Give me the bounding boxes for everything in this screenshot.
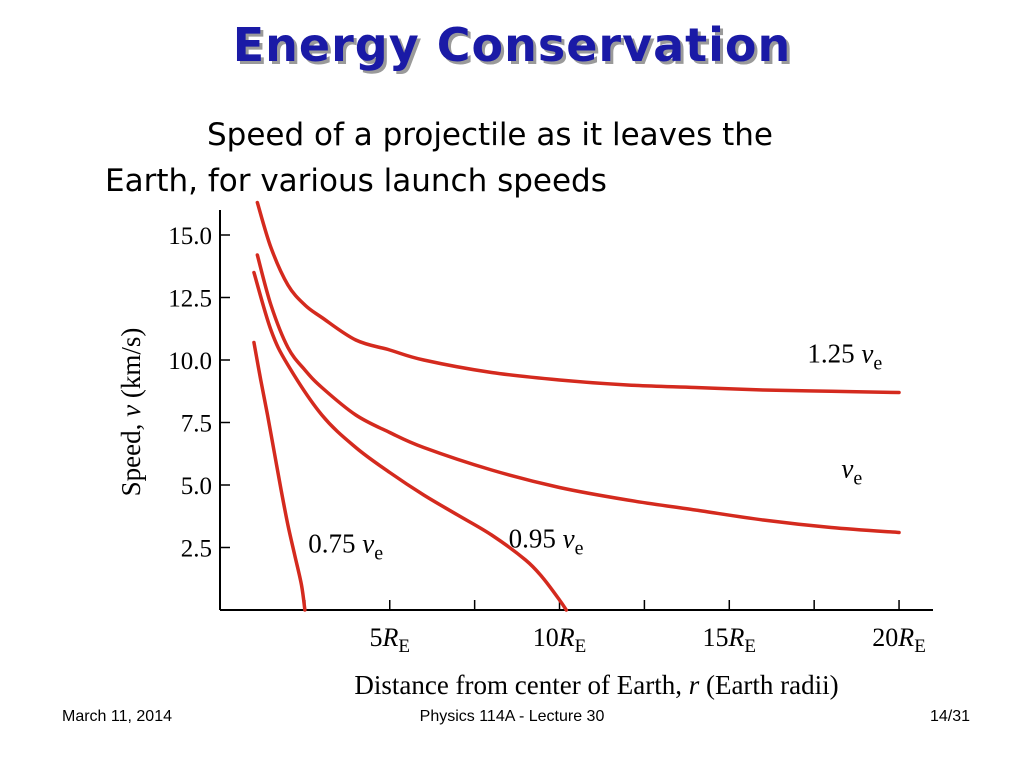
series-line-1: [255, 253, 901, 535]
y-tick-label: 10.0: [168, 348, 212, 375]
series-label-1: ve: [841, 454, 862, 490]
footer-course: Physics 114A - Lecture 30: [419, 708, 605, 725]
y-tick-label: 15.0: [168, 223, 212, 250]
series-label-3: 0.75 ve: [308, 529, 383, 565]
series-line-2: [252, 270, 569, 612]
slide-title: Energy Conservation: [232, 18, 792, 72]
series-line-3: [252, 340, 307, 612]
series-label-2: 0.95 ve: [509, 524, 584, 560]
y-tick-label: 5.0: [181, 473, 212, 500]
footer-date: March 11, 2014: [62, 708, 172, 725]
y-tick-label: 2.5: [181, 536, 212, 563]
x-tick-label: 15RE: [703, 623, 757, 657]
x-tick-label: 10RE: [533, 623, 587, 657]
footer-page-number: 14/31: [929, 708, 970, 725]
subtitle-line-2: Earth, for various launch speeds: [105, 163, 607, 199]
x-tick-label: 20RE: [872, 623, 926, 657]
x-tick-label: 5RE: [370, 623, 411, 657]
x-axis-label: Distance from center of Earth, r (Earth …: [354, 670, 838, 700]
series-line-0: [255, 200, 901, 395]
y-axis-label: Speed, v (km/s): [116, 328, 146, 497]
slide-subtitle: Speed of a projectile as it leaves the E…: [105, 112, 925, 204]
y-tick-label: 12.5: [168, 286, 212, 313]
series-label-0: 1.25 ve: [807, 339, 882, 375]
subtitle-line-1: Speed of a projectile as it leaves the: [207, 117, 773, 153]
y-tick-label: 7.5: [181, 411, 212, 438]
